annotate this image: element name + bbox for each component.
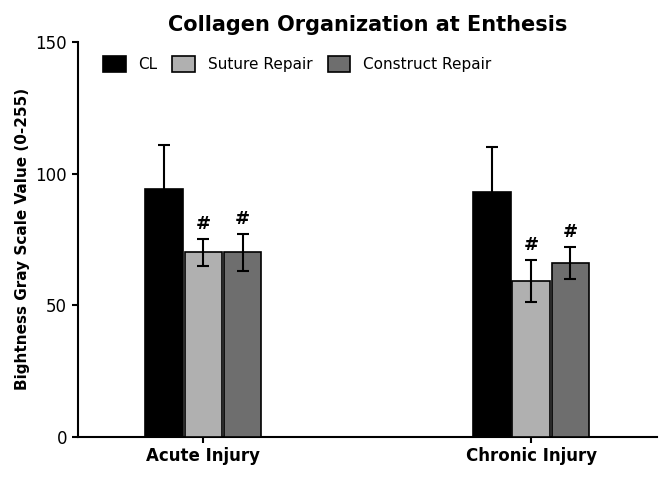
Bar [513,281,550,437]
Text: #: # [523,236,539,254]
Text: #: # [235,209,251,228]
Bar [552,263,589,437]
Title: Collagen Organization at Enthesis: Collagen Organization at Enthesis [167,15,567,35]
Y-axis label: Bightness Gray Scale Value (0-255): Bightness Gray Scale Value (0-255) [15,88,30,390]
Bar [185,252,222,437]
Legend: CL, Suture Repair, Construct Repair: CL, Suture Repair, Construct Repair [97,50,497,78]
Text: #: # [563,223,578,240]
Bar [224,252,261,437]
Bar [145,190,183,437]
Text: #: # [196,215,211,233]
Bar [473,192,511,437]
